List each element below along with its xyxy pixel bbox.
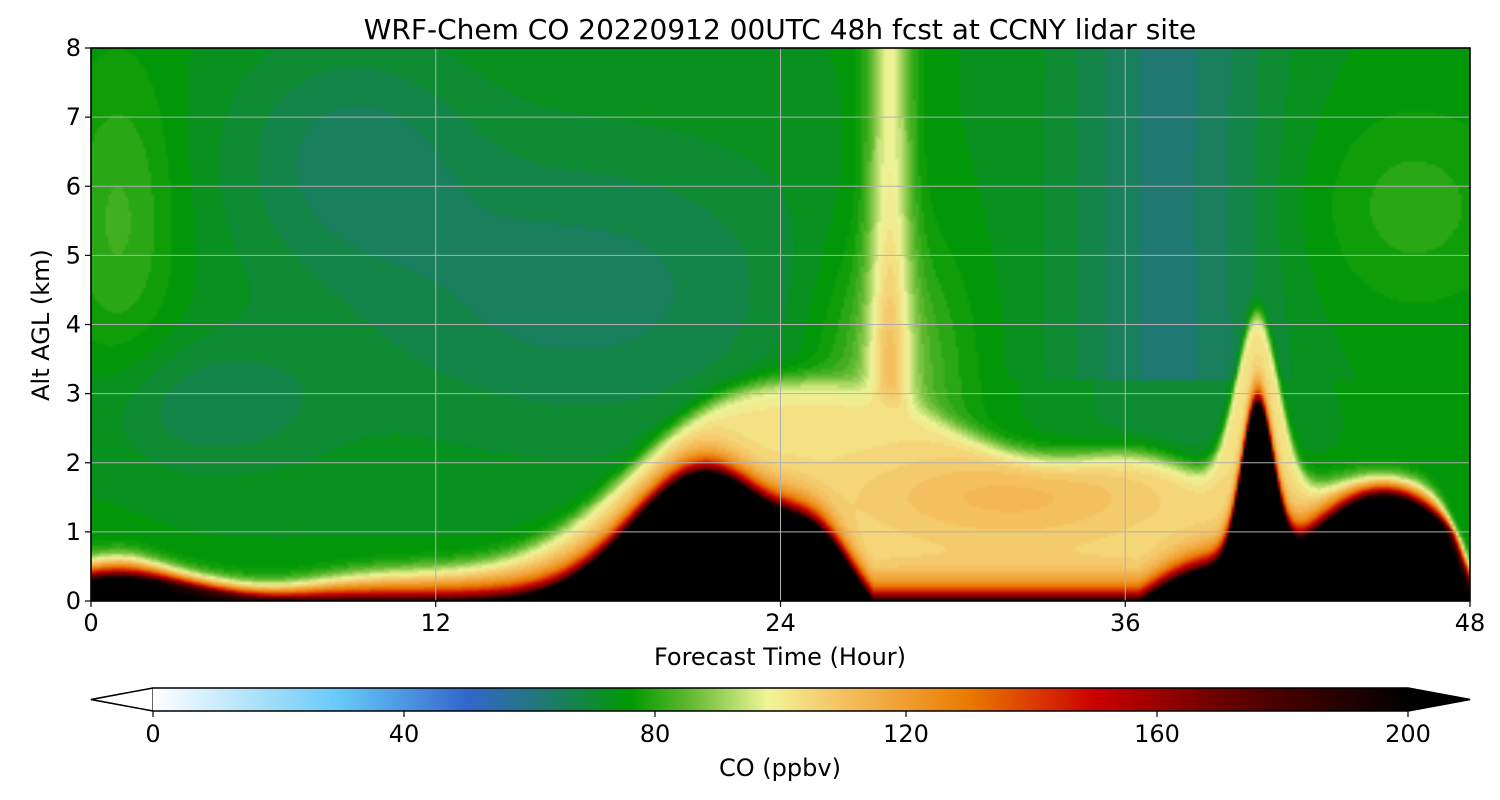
chart-title: WRF-Chem CO 20220912 00UTC 48h fcst at C… <box>364 13 1197 46</box>
y-tick-label: 5 <box>66 241 81 269</box>
y-tick-label: 2 <box>66 449 81 477</box>
colorbar-tick-label: 0 <box>145 720 160 748</box>
x-tick-label: 36 <box>1110 609 1141 637</box>
x-tick-label: 0 <box>83 609 98 637</box>
colorbar-body <box>153 688 1408 711</box>
colorbar: 0 40 80 120 160 200 CO (ppbv) <box>90 687 1471 782</box>
y-tick-label: 3 <box>66 380 81 408</box>
colorbar-extend-low <box>90 687 154 712</box>
y-tick-label: 1 <box>66 518 81 546</box>
colorbar-extend-high <box>1407 687 1471 712</box>
x-axis-title: Forecast Time (Hour) <box>654 643 906 671</box>
y-tick-label: 4 <box>66 311 81 339</box>
x-tick-label: 48 <box>1455 609 1486 637</box>
colorbar-ticks: 0 40 80 120 160 200 <box>145 711 1431 748</box>
colorbar-tick-label: 160 <box>1134 720 1180 748</box>
y-tick-label: 0 <box>66 587 81 615</box>
colorbar-tick-label: 200 <box>1385 720 1431 748</box>
colorbar-label: CO (ppbv) <box>719 754 841 782</box>
y-axis: 0 1 2 3 4 5 6 7 8 <box>66 34 91 615</box>
y-tick-label: 6 <box>66 172 81 200</box>
colorbar-tick-label: 80 <box>640 720 671 748</box>
colorbar-tick-label: 40 <box>389 720 420 748</box>
x-tick-label: 24 <box>765 609 796 637</box>
x-axis: 0 12 24 36 48 <box>83 601 1485 637</box>
y-tick-label: 8 <box>66 34 81 62</box>
y-tick-label: 7 <box>66 103 81 131</box>
colorbar-tick-label: 120 <box>883 720 929 748</box>
x-tick-label: 12 <box>420 609 451 637</box>
y-axis-title: Alt AGL (km) <box>27 249 55 401</box>
grid-lines <box>91 48 1470 601</box>
